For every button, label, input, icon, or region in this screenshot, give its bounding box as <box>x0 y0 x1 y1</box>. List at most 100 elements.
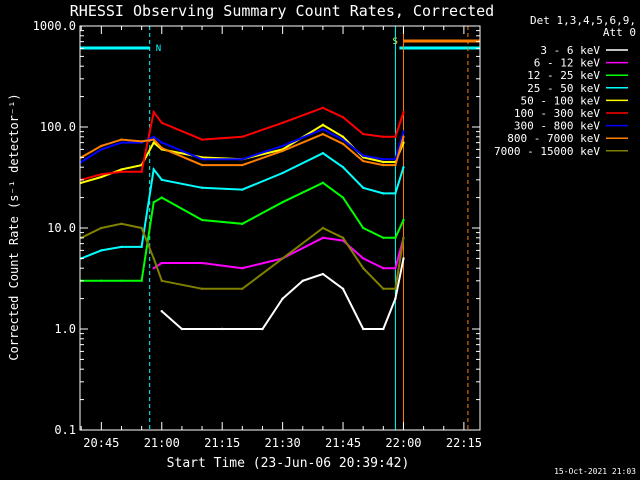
data-point-7-12 <box>382 163 385 167</box>
data-point-2-11 <box>361 226 365 230</box>
y-tick-label-4: 1000.0 <box>33 19 76 33</box>
data-point-7-7 <box>241 163 244 167</box>
legend-header-line-1: Det 1,3,4,5,6,9, <box>530 14 636 27</box>
data-point-1-3 <box>241 266 244 270</box>
data-point-6-14 <box>402 130 405 133</box>
data-point-7-14 <box>402 135 405 138</box>
data-point-5-6 <box>200 138 204 141</box>
data-point-0-3 <box>261 327 264 331</box>
data-point-4-0 <box>80 181 83 185</box>
x-tick-label-0: 20:45 <box>83 436 119 450</box>
data-point-0-9 <box>382 327 385 331</box>
data-point-1-5 <box>321 236 325 239</box>
data-point-7-3 <box>140 140 143 143</box>
timestamp: 15-Oct-2021 21:03 <box>554 467 636 476</box>
data-point-6-4 <box>152 135 155 138</box>
data-point-5-12 <box>382 135 385 138</box>
x-tick-label-5: 22:00 <box>385 436 421 450</box>
data-point-8-10 <box>341 236 345 239</box>
legend-label-7: 800 - 7000 keV <box>507 132 600 145</box>
data-point-2-9 <box>321 181 325 185</box>
data-point-4-4 <box>152 141 155 144</box>
data-point-5-11 <box>361 132 365 136</box>
data-point-0-4 <box>281 297 284 300</box>
data-point-2-14 <box>402 218 405 222</box>
x-tick-label-1: 21:00 <box>144 436 180 450</box>
data-point-5-1 <box>100 173 103 176</box>
data-point-7-9 <box>321 132 325 136</box>
data-point-1-2 <box>200 261 204 265</box>
data-point-2-10 <box>341 196 345 199</box>
data-point-6-10 <box>341 138 345 141</box>
data-point-3-14 <box>402 165 405 169</box>
data-point-5-4 <box>152 111 155 114</box>
legend-label-3: 25 - 50 keV <box>527 82 600 95</box>
data-point-7-6 <box>200 163 204 167</box>
x-tick-label-2: 21:15 <box>204 436 240 450</box>
data-point-0-2 <box>220 327 224 331</box>
data-point-8-12 <box>382 287 385 291</box>
data-point-1-0 <box>152 266 155 270</box>
data-point-7-10 <box>341 142 345 146</box>
x-axis-label: Start Time (23-Jun-06 20:39:42) <box>167 456 410 471</box>
data-point-8-6 <box>200 287 204 291</box>
data-point-3-11 <box>361 186 365 190</box>
data-point-7-11 <box>361 159 365 163</box>
data-point-5-14 <box>402 111 405 114</box>
data-point-8-14 <box>402 236 405 239</box>
data-point-8-2 <box>120 222 123 226</box>
x-tick-label-6: 22:15 <box>446 436 482 450</box>
data-point-6-6 <box>200 157 204 161</box>
axes: 0.1 1.0 10.0 100.0 1000.0 20:45 21:00 21:15 21:3… <box>33 19 482 450</box>
data-point-7-8 <box>281 149 284 153</box>
data-point-3-13 <box>394 192 397 195</box>
data-point-1-8 <box>382 266 385 270</box>
data-point-2-13 <box>394 236 397 239</box>
legend-header-line-2: Att 0 <box>603 26 636 39</box>
data-point-3-12 <box>382 192 385 195</box>
data-point-8-4 <box>152 257 155 260</box>
data-point-1-9 <box>394 266 397 270</box>
data-point-6-5 <box>160 141 163 144</box>
data-point-0-10 <box>394 297 397 300</box>
y-tick-label-2: 10.0 <box>47 221 76 235</box>
data-point-3-4 <box>152 168 155 171</box>
data-point-2-4 <box>152 201 155 204</box>
data-point-0-6 <box>321 272 325 276</box>
night-bar-label: N <box>156 44 161 54</box>
data-point-8-8 <box>281 257 284 260</box>
data-point-7-13 <box>394 163 397 167</box>
y-tick-label-0: 0.1 <box>54 423 76 437</box>
data-point-2-5 <box>160 196 163 199</box>
legend-label-0: 3 - 6 keV <box>540 44 600 57</box>
legend-label-6: 300 - 800 keV <box>514 120 600 133</box>
data-point-4-9 <box>321 123 325 127</box>
data-point-5-8 <box>281 121 284 125</box>
data-point-7-1 <box>100 144 103 148</box>
data-point-7-4 <box>152 138 155 141</box>
y-tick-label-1: 1.0 <box>54 322 76 336</box>
data-point-2-3 <box>140 279 143 283</box>
data-point-0-1 <box>180 327 184 331</box>
data-point-7-2 <box>120 138 123 141</box>
data-point-3-3 <box>140 245 143 249</box>
data-point-3-7 <box>241 188 244 191</box>
data-point-5-3 <box>140 170 143 174</box>
data-point-8-3 <box>140 226 143 230</box>
data-point-3-9 <box>321 152 325 155</box>
data-point-6-9 <box>321 128 325 131</box>
series-line-0 <box>161 258 405 330</box>
plot-area: NS <box>80 26 480 430</box>
data-point-0-8 <box>361 327 365 331</box>
data-point-3-10 <box>341 165 345 169</box>
data-point-4-10 <box>341 135 345 138</box>
data-point-2-1 <box>100 279 103 283</box>
data-point-6-2 <box>120 141 123 144</box>
data-point-2-2 <box>120 279 123 283</box>
data-point-2-8 <box>281 201 284 204</box>
data-point-7-5 <box>160 146 163 150</box>
legend-label-8: 7000 - 15000 keV <box>494 145 600 158</box>
data-point-4-1 <box>100 175 103 179</box>
data-point-8-7 <box>241 287 244 291</box>
